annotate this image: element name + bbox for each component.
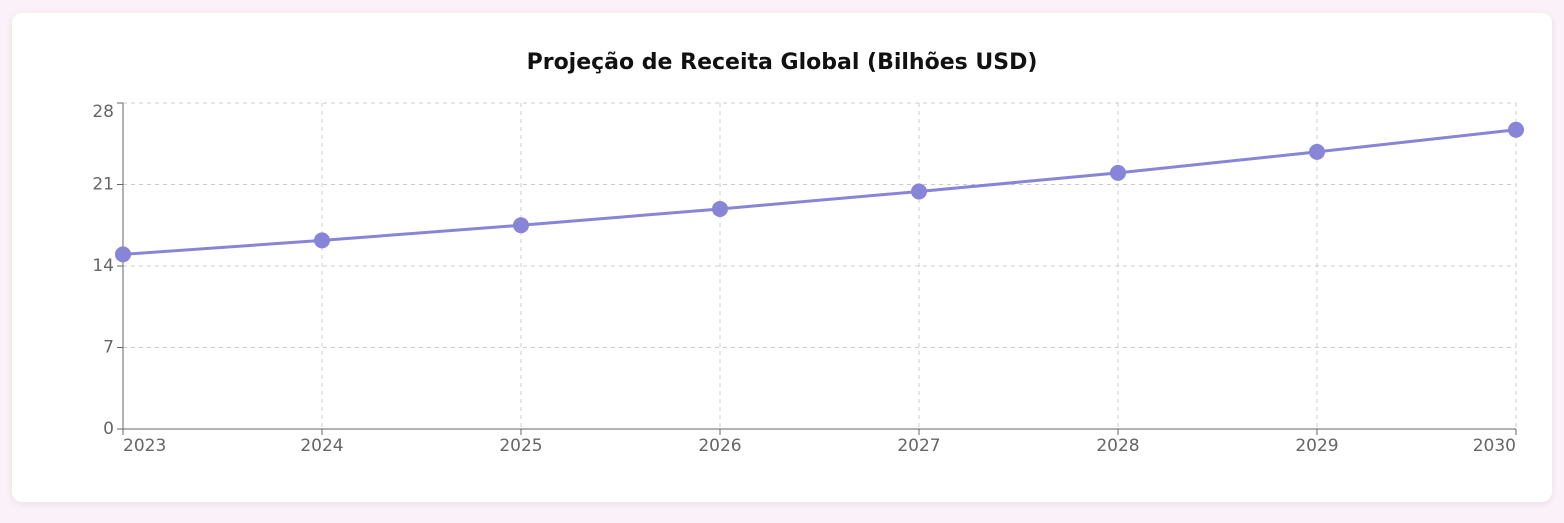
- x-tick-label: 2030: [1473, 436, 1516, 456]
- y-tick-label: 7: [103, 338, 114, 358]
- y-tick-label: 28: [92, 102, 114, 122]
- y-tick-label: 14: [92, 256, 114, 276]
- x-tick-label: 2026: [698, 436, 741, 456]
- y-tick-label: 0: [103, 419, 114, 439]
- card: [12, 13, 1552, 502]
- point: [712, 200, 728, 217]
- x-tick-label: 2029: [1295, 436, 1338, 456]
- x-tick-label: 2023: [123, 436, 166, 456]
- point: [314, 232, 330, 249]
- x-tick-label: 2027: [897, 436, 940, 456]
- y-tick-label: 21: [92, 175, 114, 195]
- line: [122, 128, 1517, 256]
- point: [513, 217, 529, 234]
- x-tick-label: 2028: [1096, 436, 1139, 456]
- x-tick-label: 2024: [300, 436, 343, 456]
- chart-title: Projeção de Receita Global (Bilhões USD): [527, 50, 1038, 75]
- point: [911, 183, 927, 200]
- x-tick-label: 2025: [499, 436, 542, 456]
- point: [1110, 164, 1126, 181]
- point: [115, 246, 131, 263]
- point: [1309, 143, 1325, 160]
- point: [1508, 121, 1524, 138]
